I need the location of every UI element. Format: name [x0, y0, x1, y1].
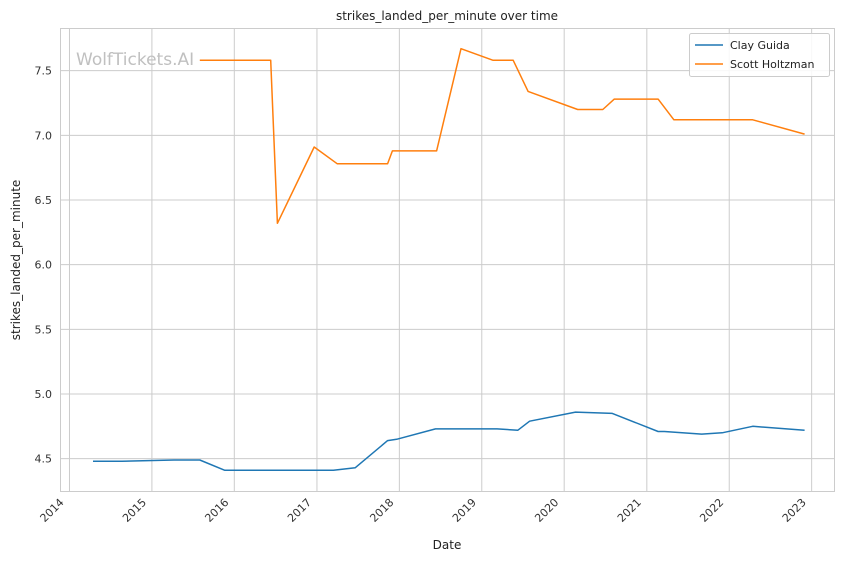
grid: [60, 28, 834, 491]
x-tick-label: 2022: [697, 496, 726, 525]
y-tick-label: 4.5: [35, 453, 53, 466]
watermark-text: WolfTickets.AI: [76, 50, 194, 70]
legend: Clay Guida Scott Holtzman: [689, 33, 830, 77]
legend-label-scott-holtzman: Scott Holtzman: [730, 58, 814, 71]
x-tick-label: 2020: [532, 496, 561, 525]
y-tick-label: 5.5: [35, 323, 53, 336]
x-tick-label: 2015: [120, 496, 149, 525]
y-tick-label: 5.0: [35, 388, 53, 401]
series-line-clay-guida: [93, 411, 805, 472]
series-line-scott-holtzman: [199, 47, 805, 225]
y-axis-label: strikes_landed_per_minute: [9, 180, 23, 341]
x-axis-label: Date: [433, 538, 462, 552]
y-tick-label: 6.0: [35, 259, 53, 272]
x-tick-label: 2017: [285, 496, 314, 525]
y-tick-label: 7.0: [35, 129, 53, 142]
x-tick-label: 2021: [615, 496, 644, 525]
x-tick-label: 2018: [367, 496, 396, 525]
tick-labels: 4.5 5.0 5.5 6.0 6.5 7.0 7.5 2014 2015 2016 2017 201…: [35, 65, 809, 525]
y-tick-label: 6.5: [35, 194, 53, 207]
series-lines: [93, 47, 805, 472]
x-tick-label: 2023: [780, 496, 809, 525]
x-tick-label: 2019: [450, 496, 479, 525]
x-tick-label: 2016: [202, 496, 231, 525]
chart-title: strikes_landed_per_minute over time: [336, 9, 558, 23]
legend-label-clay-guida: Clay Guida: [730, 39, 790, 52]
y-tick-label: 7.5: [35, 65, 53, 78]
x-tick-label: 2014: [38, 496, 67, 525]
legend-box: [689, 33, 830, 77]
plot-area-frame: [60, 28, 835, 492]
